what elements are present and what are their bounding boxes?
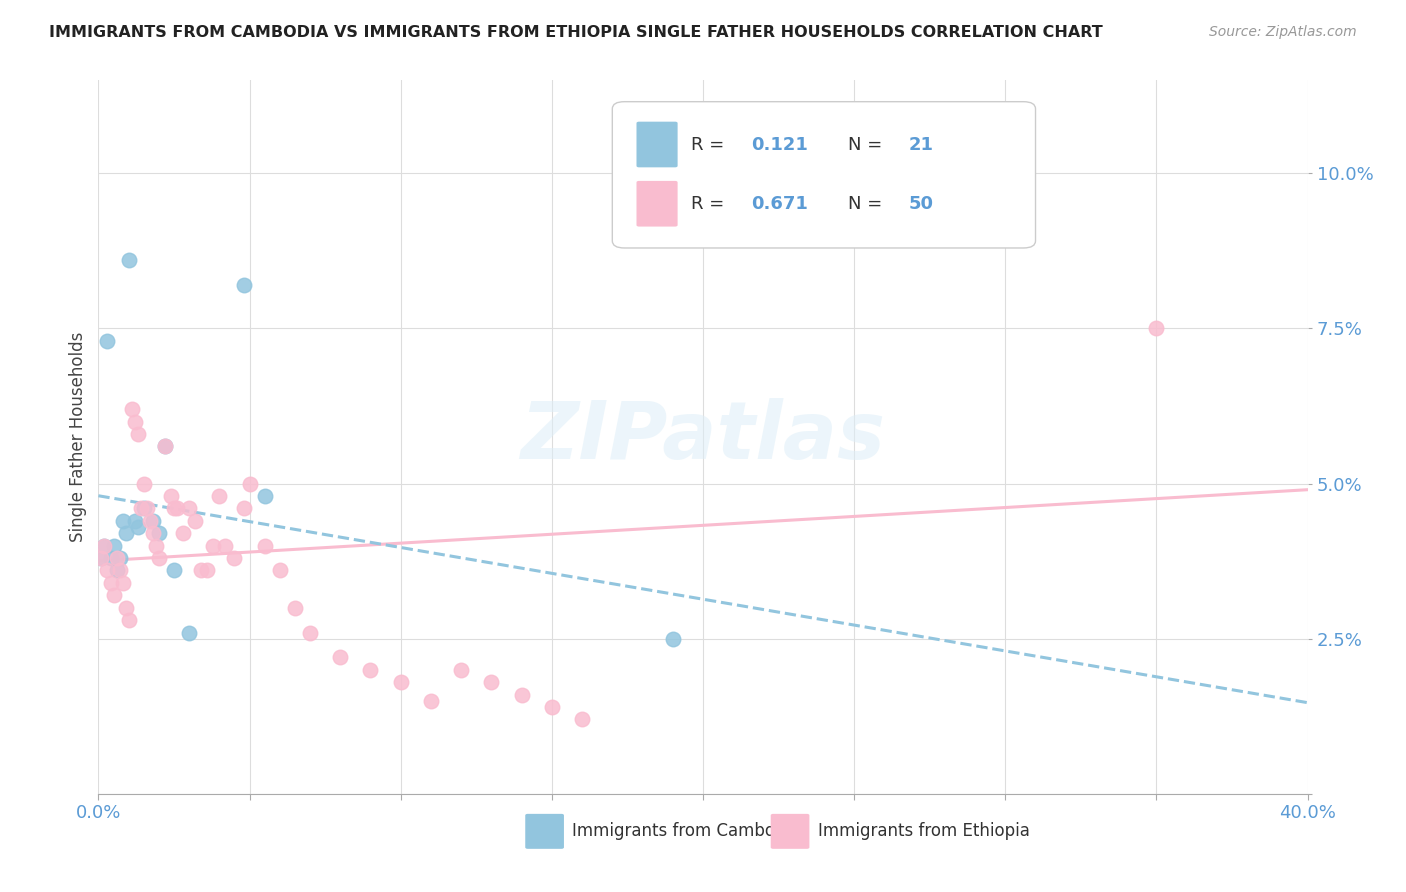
Point — [132, 476, 155, 491]
Point — [90, 551, 112, 566]
Point — [269, 564, 291, 578]
Point — [118, 613, 141, 627]
Point — [105, 551, 128, 566]
Point — [389, 675, 412, 690]
Point — [127, 520, 149, 534]
Point — [148, 551, 170, 566]
Point — [111, 575, 134, 590]
Point — [114, 526, 136, 541]
Point — [103, 539, 125, 553]
Point — [172, 526, 194, 541]
Point — [481, 675, 503, 690]
Text: N =: N = — [848, 194, 889, 212]
Point — [153, 439, 176, 453]
FancyBboxPatch shape — [637, 181, 678, 227]
Point — [93, 539, 115, 553]
Point — [253, 539, 276, 553]
Point — [1144, 321, 1167, 335]
Point — [360, 663, 382, 677]
Point — [179, 625, 201, 640]
Point — [103, 588, 125, 602]
Text: 0.671: 0.671 — [751, 194, 808, 212]
Point — [195, 564, 218, 578]
Point — [160, 489, 183, 503]
Point — [100, 575, 122, 590]
FancyBboxPatch shape — [637, 121, 678, 168]
Point — [232, 501, 254, 516]
Point — [299, 625, 322, 640]
Text: R =: R = — [690, 136, 730, 153]
Point — [661, 632, 683, 646]
Text: 50: 50 — [908, 194, 934, 212]
Point — [208, 489, 231, 503]
Point — [224, 551, 246, 566]
Point — [232, 278, 254, 293]
Point — [329, 650, 352, 665]
Point — [239, 476, 262, 491]
Point — [142, 526, 165, 541]
Point — [124, 514, 146, 528]
Point — [124, 415, 146, 429]
Point — [90, 551, 112, 566]
Point — [420, 694, 443, 708]
Text: IMMIGRANTS FROM CAMBODIA VS IMMIGRANTS FROM ETHIOPIA SINGLE FATHER HOUSEHOLDS CO: IMMIGRANTS FROM CAMBODIA VS IMMIGRANTS F… — [49, 25, 1102, 40]
Point — [163, 501, 186, 516]
Y-axis label: Single Father Households: Single Father Households — [69, 332, 87, 542]
Point — [118, 253, 141, 268]
Point — [540, 700, 562, 714]
Text: Source: ZipAtlas.com: Source: ZipAtlas.com — [1209, 25, 1357, 39]
Point — [163, 564, 186, 578]
Text: 21: 21 — [908, 136, 934, 153]
Text: ZIPatlas: ZIPatlas — [520, 398, 886, 476]
Point — [105, 564, 128, 578]
Point — [510, 688, 533, 702]
FancyBboxPatch shape — [770, 814, 810, 849]
Point — [179, 501, 201, 516]
Point — [145, 539, 167, 553]
Point — [108, 564, 131, 578]
Point — [450, 663, 472, 677]
Point — [96, 334, 118, 348]
Point — [571, 713, 593, 727]
Point — [135, 501, 157, 516]
Text: 0.121: 0.121 — [751, 136, 808, 153]
Point — [114, 600, 136, 615]
FancyBboxPatch shape — [526, 814, 564, 849]
Point — [139, 514, 162, 528]
Point — [148, 526, 170, 541]
Point — [202, 539, 225, 553]
Point — [93, 539, 115, 553]
Point — [284, 600, 307, 615]
FancyBboxPatch shape — [613, 102, 1035, 248]
Point — [132, 501, 155, 516]
Point — [153, 439, 176, 453]
Text: R =: R = — [690, 194, 730, 212]
Point — [934, 178, 956, 193]
Point — [108, 551, 131, 566]
Point — [96, 564, 118, 578]
Text: Immigrants from Ethiopia: Immigrants from Ethiopia — [818, 822, 1029, 840]
Point — [127, 427, 149, 442]
Point — [111, 514, 134, 528]
Point — [190, 564, 212, 578]
Text: Immigrants from Cambodia: Immigrants from Cambodia — [572, 822, 800, 840]
Point — [184, 514, 207, 528]
Point — [121, 402, 143, 417]
Point — [253, 489, 276, 503]
Point — [142, 514, 165, 528]
Point — [214, 539, 236, 553]
Point — [166, 501, 188, 516]
Text: N =: N = — [848, 136, 889, 153]
Point — [100, 551, 122, 566]
Point — [129, 501, 152, 516]
